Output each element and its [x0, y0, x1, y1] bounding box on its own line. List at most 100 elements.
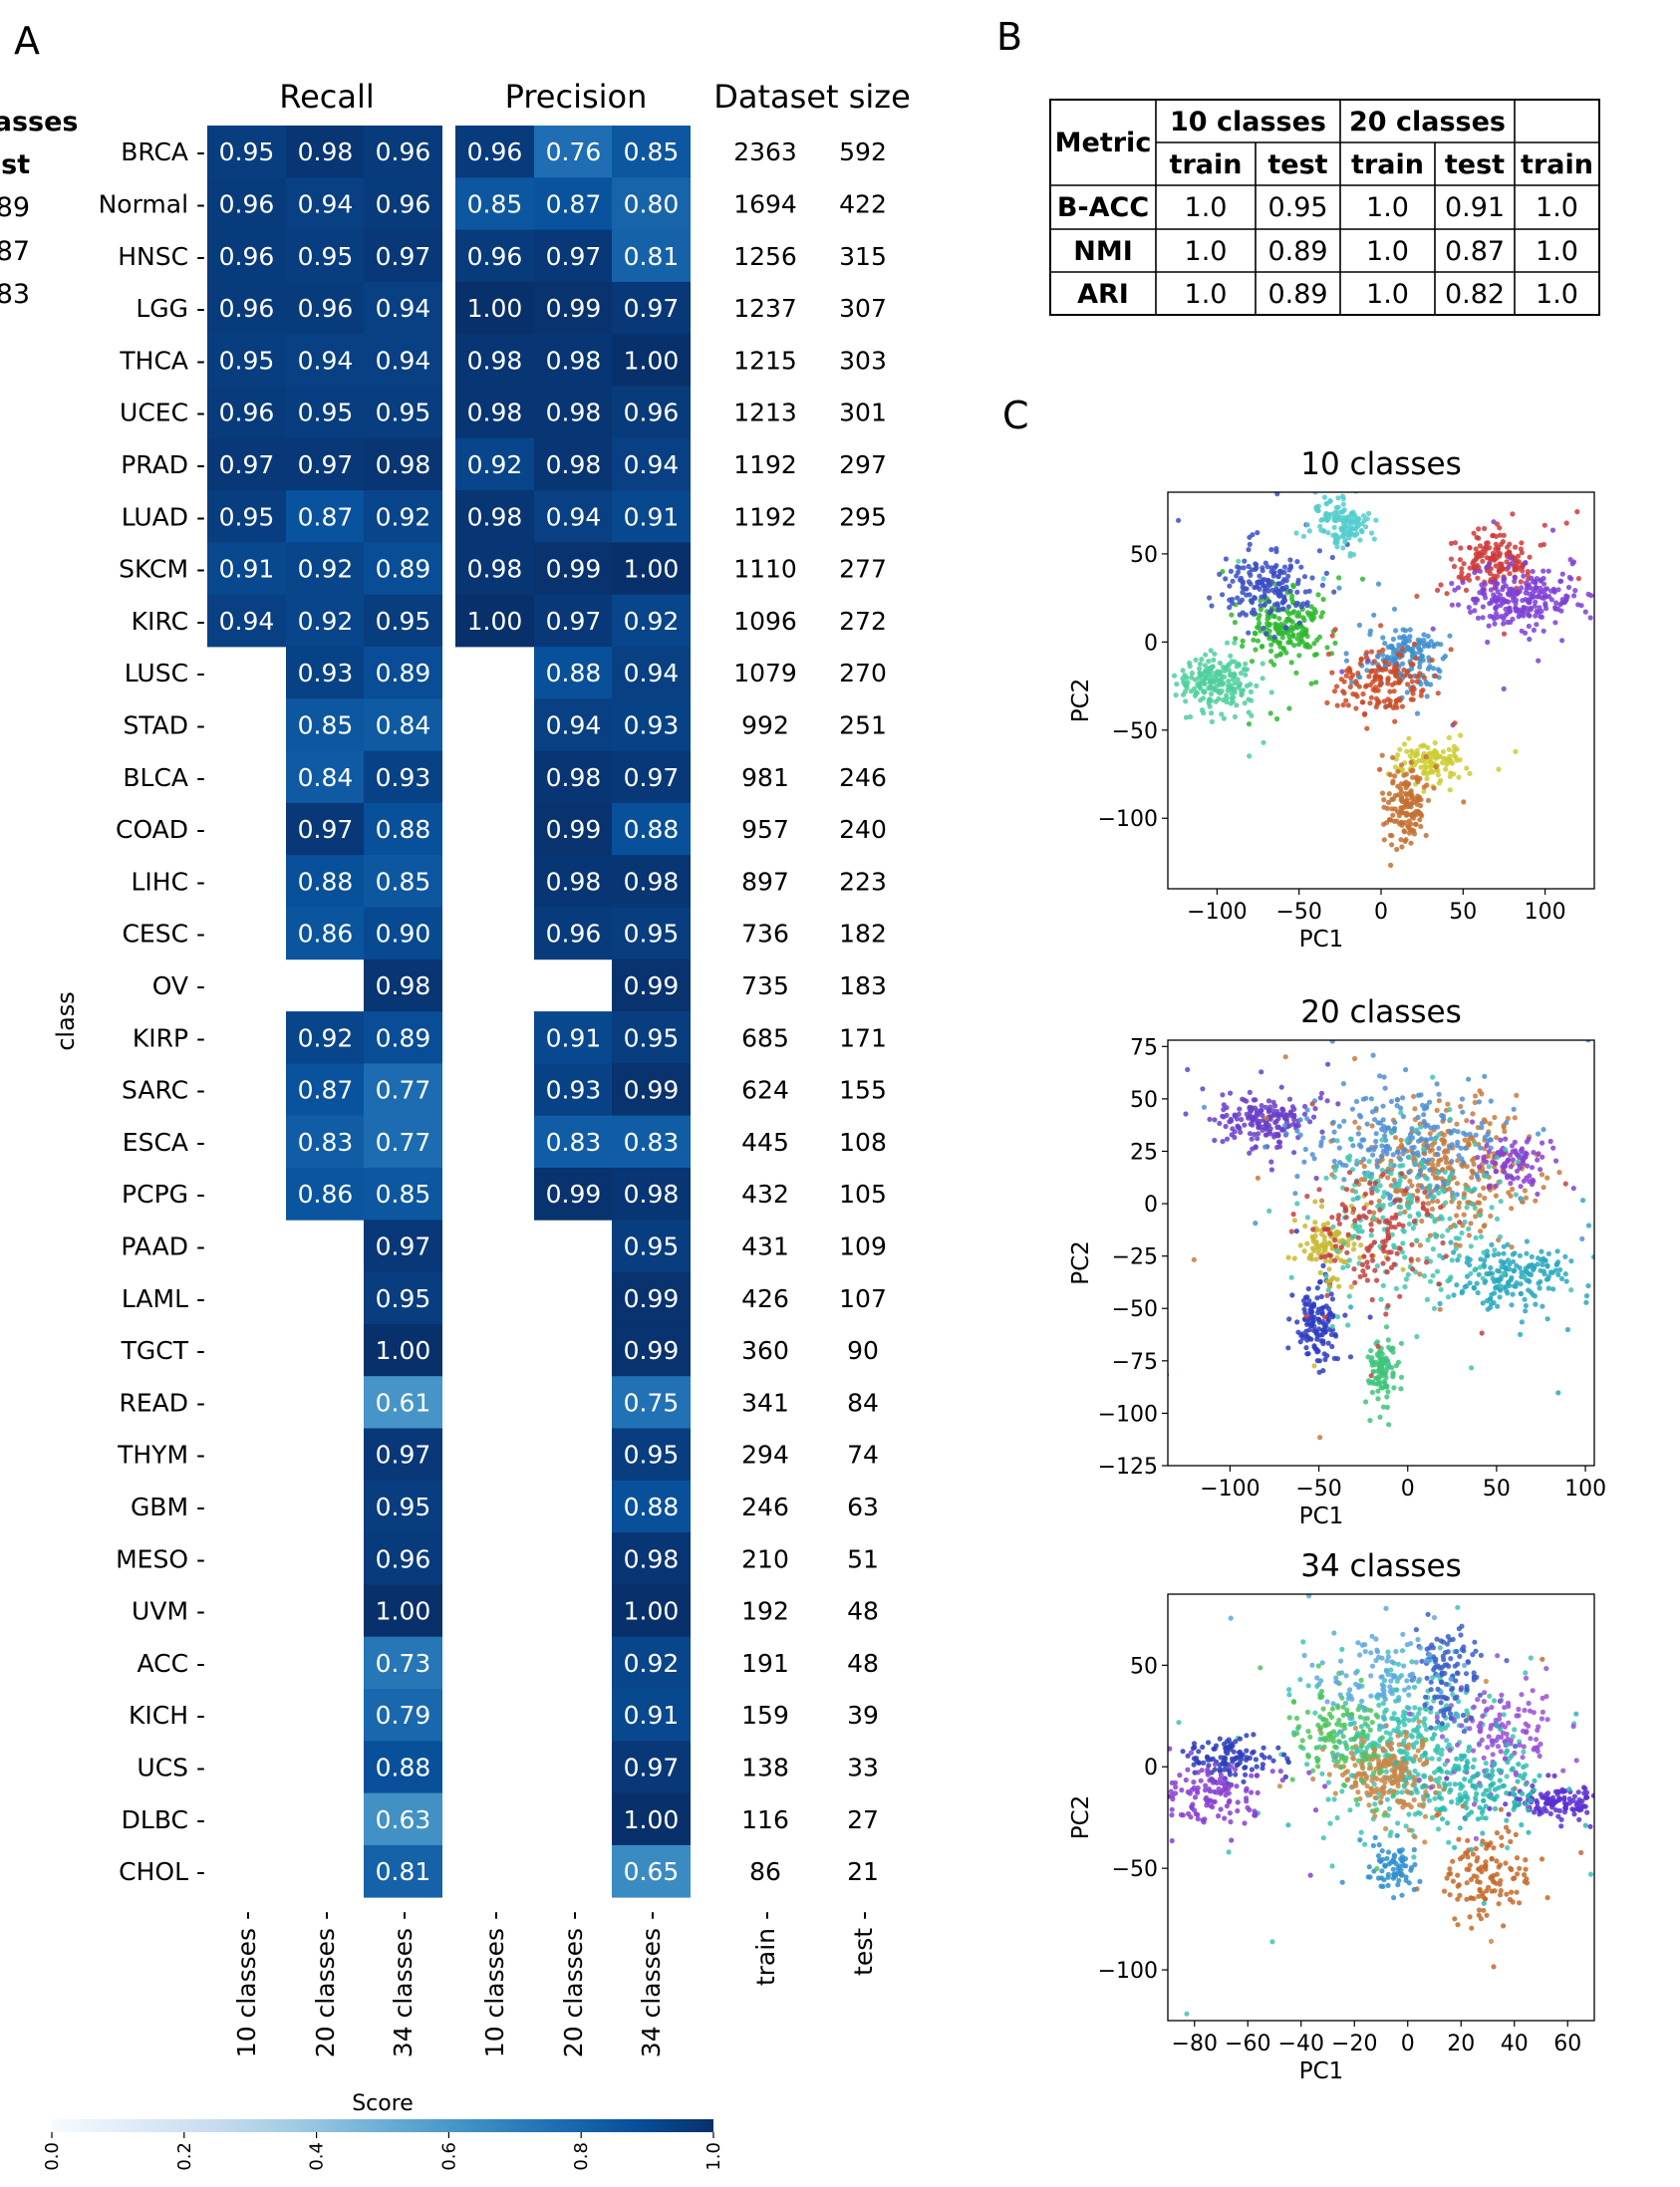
ytick-20-classes-2: 25 [1130, 1140, 1158, 1165]
heatmap-value-prad-0: 0.97 [219, 450, 275, 479]
cluster-34-classes-11 [1228, 1594, 1468, 1759]
heatmap-cell-uvm-2 [364, 1584, 442, 1638]
test-size-hnsc: 315 [839, 242, 887, 271]
heatmap-value-normal-1: 0.94 [298, 189, 354, 218]
test-size-thym: 74 [847, 1441, 879, 1470]
heatmap-cell-thca-4 [534, 334, 613, 387]
cluster-34-classes-8 [1339, 1832, 1423, 1901]
heatmap-value-kirp-1: 0.92 [298, 1023, 354, 1052]
heatmap-cell-chol-2 [364, 1844, 442, 1898]
heatmap-value-laml-5: 0.99 [624, 1284, 680, 1313]
table-cell-nmi-5: 0.87 [0, 236, 30, 267]
scatter-points-34-classes [1168, 1594, 1594, 2017]
table-cell-b-acc-1: 0.95 [1267, 192, 1327, 223]
heatmap-cell-meso-5 [612, 1532, 691, 1585]
heatmap-value-lusc-2: 0.89 [376, 659, 431, 687]
heatmap-value-brca-4: 0.76 [546, 137, 602, 166]
cluster-10-classes-5 [1435, 508, 1581, 637]
heatmap-value-lgg-4: 0.99 [546, 294, 602, 323]
heatmap-value-chol-5: 0.65 [624, 1857, 680, 1886]
heatmap-cell-thca-1 [286, 334, 365, 387]
test-size-meso: 51 [847, 1544, 879, 1573]
heatmap-cell-cesc-1 [286, 907, 365, 960]
heatmap-cell-acc-2 [364, 1636, 442, 1690]
heatmap-value-hnsc-5: 0.81 [624, 242, 680, 271]
train-size-acc: 191 [741, 1649, 789, 1678]
row-label-tgct: TGCT - [121, 1336, 205, 1365]
heatmap-value-prad-1: 0.97 [298, 450, 354, 479]
heatmap-value-ucs-2: 0.88 [376, 1753, 431, 1781]
xtick-34-classes-6: 40 [1501, 2032, 1529, 2056]
heatmap-cell-skcm-0 [207, 542, 286, 596]
scatter-title-10-classes: 10 classes [1300, 446, 1461, 482]
column-label-3: 10 classes - [480, 1911, 509, 2057]
heatmap-value-lgg-1: 0.96 [298, 294, 354, 323]
xtick-10-classes-4: 100 [1525, 900, 1566, 925]
test-size-cesc: 182 [839, 920, 887, 949]
train-size-ucs: 138 [741, 1753, 789, 1781]
train-size-luad: 1192 [733, 502, 797, 531]
train-size-uvm: 192 [741, 1597, 789, 1626]
heatmap-value-tgct-2: 1.00 [376, 1336, 431, 1365]
heatmap-value-stad-1: 0.85 [298, 710, 354, 739]
ytick-34-classes-1: 0 [1144, 1756, 1158, 1780]
heatmap-value-thym-5: 0.95 [624, 1441, 680, 1470]
heatmap-value-hnsc-0: 0.96 [219, 242, 275, 271]
row-label-coad: COAD - [116, 815, 205, 844]
train-size-lihc: 897 [741, 867, 789, 896]
test-size-lgg: 307 [839, 294, 887, 323]
xlabel-10-classes: PC1 [1299, 927, 1344, 953]
heatmap-cell-brca-2 [364, 126, 442, 178]
heatmap-value-lgg-2: 0.94 [376, 294, 431, 323]
test-size-stad: 251 [839, 710, 887, 739]
row-label-sarc: SARC - [122, 1076, 205, 1105]
dataset-size-title: Dataset size [713, 78, 911, 116]
heatmap-value-kirc-5: 0.92 [624, 607, 680, 636]
test-size-chol: 21 [847, 1857, 879, 1886]
heatmap-cell-lgg-5 [612, 281, 691, 335]
heatmap-value-thca-2: 0.94 [376, 346, 431, 375]
heatmap-cell-meso-2 [364, 1532, 442, 1585]
train-size-normal: 1694 [733, 189, 797, 218]
row-label-thym: THYM - [117, 1441, 205, 1470]
heatmap-cell-prad-3 [455, 437, 534, 491]
table-cell-ari-2: 1.0 [1366, 279, 1409, 310]
ytick-20-classes-6: −75 [1112, 1350, 1158, 1375]
heatmap-value-lusc-5: 0.94 [624, 659, 680, 687]
table-row-label-b-acc: B-ACC [1057, 192, 1149, 223]
heatmap-cell-pcpg-5 [612, 1168, 691, 1221]
heatmap-cell-cesc-2 [364, 907, 442, 960]
heatmap-value-ucec-0: 0.96 [219, 399, 275, 427]
train-size-esca: 445 [741, 1128, 789, 1157]
heatmap-cell-lihc-2 [364, 855, 442, 908]
test-size-tgct: 90 [847, 1336, 879, 1365]
train-size-kich: 159 [741, 1701, 789, 1730]
heatmap-cell-prad-4 [534, 437, 613, 491]
train-size-prad: 1192 [733, 450, 797, 479]
test-size-uvm: 48 [847, 1597, 879, 1626]
heatmap-value-lihc-4: 0.98 [546, 867, 602, 896]
heatmap-cell-esca-5 [612, 1115, 691, 1169]
heatmap-value-kirp-4: 0.91 [546, 1023, 602, 1052]
heatmap-cell-hnsc-1 [286, 229, 365, 283]
heatmap-value-cesc-4: 0.96 [546, 920, 602, 949]
heatmap-cell-ucec-3 [455, 386, 534, 439]
heatmap-cell-kich-2 [364, 1689, 442, 1742]
heatmap-value-kirp-2: 0.89 [376, 1023, 431, 1052]
heatmap-cell-brca-3 [455, 126, 534, 178]
train-size-thca: 1215 [733, 346, 797, 375]
panel-label-a: A [14, 19, 40, 63]
test-size-blca: 246 [839, 763, 887, 792]
heatmap-cell-coad-1 [286, 802, 365, 856]
test-size-thca: 303 [839, 346, 887, 375]
test-size-esca: 108 [839, 1128, 887, 1157]
heatmap-cell-laml-2 [364, 1271, 442, 1325]
ylabel-10-classes: PC2 [1068, 679, 1094, 723]
heatmap-cell-lgg-2 [364, 281, 442, 335]
heatmap-value-skcm-3: 0.98 [467, 555, 523, 584]
heatmap-value-kirc-2: 0.95 [376, 607, 431, 636]
row-label-pcpg: PCPG - [122, 1180, 205, 1209]
xtick-34-classes-3: −20 [1331, 2032, 1377, 2056]
heatmap-value-hnsc-3: 0.96 [467, 242, 523, 271]
